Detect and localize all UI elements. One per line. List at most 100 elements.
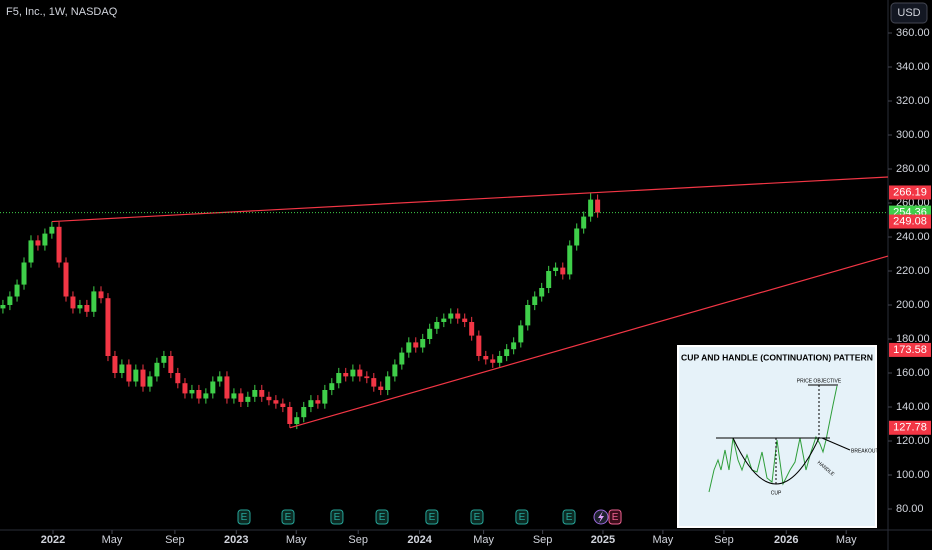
candle-body bbox=[49, 226, 55, 234]
inset-breakout: BREAKOUT bbox=[851, 448, 879, 454]
candle-body bbox=[343, 373, 349, 377]
candle-body bbox=[364, 376, 370, 379]
earnings-marker bbox=[515, 509, 529, 525]
candle-body bbox=[98, 291, 104, 299]
earnings-label: E bbox=[429, 512, 436, 523]
candle-body bbox=[77, 305, 83, 309]
candle-body bbox=[273, 400, 279, 404]
candle-body bbox=[280, 403, 286, 408]
candle-body bbox=[413, 342, 419, 348]
trend-line bbox=[51, 176, 889, 223]
candle-body bbox=[308, 400, 314, 408]
candle-body bbox=[462, 318, 468, 323]
candle-body bbox=[245, 396, 251, 402]
candle-body bbox=[455, 313, 461, 319]
candle-body bbox=[511, 342, 517, 350]
y-tick-label: 240.00 bbox=[896, 231, 930, 243]
y-tick-label: 280.00 bbox=[896, 163, 930, 175]
candle-body bbox=[252, 390, 258, 397]
candle-body bbox=[315, 400, 321, 404]
candle-body bbox=[42, 233, 48, 246]
earnings-marker bbox=[281, 509, 295, 525]
candle-body bbox=[588, 199, 594, 217]
candle-body bbox=[434, 322, 440, 329]
currency-button[interactable] bbox=[890, 2, 928, 24]
x-tick-label: May bbox=[286, 534, 307, 546]
candle-body bbox=[385, 376, 391, 391]
earnings-marker bbox=[470, 509, 484, 525]
x-tick-label: May bbox=[102, 534, 123, 546]
trend-line bbox=[289, 255, 889, 429]
candle-body bbox=[560, 267, 566, 275]
plot-area bbox=[0, 176, 889, 430]
candle-body bbox=[532, 296, 538, 306]
candle-body bbox=[287, 407, 293, 425]
candle-body bbox=[301, 407, 307, 418]
candle-body bbox=[497, 356, 503, 363]
candle-body bbox=[525, 305, 531, 326]
candle-body bbox=[175, 373, 181, 384]
candle-body bbox=[441, 318, 447, 323]
candle-body bbox=[357, 369, 363, 377]
price-label-box bbox=[889, 420, 931, 435]
y-tick-label: 80.00 bbox=[896, 503, 924, 515]
y-tick-label: 100.00 bbox=[896, 469, 930, 481]
candle-body bbox=[350, 369, 356, 377]
inset-image: CUP AND HANDLE (CONTINUATION) PATTERN PR… bbox=[677, 345, 879, 528]
candle-body bbox=[231, 393, 237, 399]
candle-body bbox=[294, 417, 300, 425]
candle-body bbox=[399, 352, 405, 365]
candle-body bbox=[35, 240, 41, 246]
candle-body bbox=[539, 288, 545, 297]
y-tick-label: 340.00 bbox=[896, 61, 930, 73]
candle-body bbox=[91, 291, 97, 312]
candle-body bbox=[210, 381, 216, 394]
candle-body bbox=[0, 305, 6, 309]
earnings-label: E bbox=[334, 512, 341, 523]
earnings-label: E bbox=[474, 512, 481, 523]
y-tick-label: 320.00 bbox=[896, 95, 930, 107]
candle-body bbox=[490, 359, 496, 363]
x-tick-label: Sep bbox=[714, 534, 734, 546]
candle-body bbox=[224, 376, 230, 399]
candle-body bbox=[518, 325, 524, 343]
candle-body bbox=[119, 364, 125, 374]
candle-body bbox=[546, 271, 552, 289]
earnings-label: E bbox=[519, 512, 526, 523]
candle-body bbox=[182, 383, 188, 394]
candle-body bbox=[567, 245, 573, 275]
candle-body bbox=[105, 298, 111, 357]
candle-body bbox=[28, 240, 34, 263]
inset-cup: CUP bbox=[771, 490, 782, 496]
y-tick-label: 220.00 bbox=[896, 265, 930, 277]
earnings-label: E bbox=[612, 512, 619, 523]
candle-body bbox=[14, 284, 20, 297]
y-tick-label: 200.00 bbox=[896, 299, 930, 311]
inset-breakout-arrow bbox=[821, 437, 851, 451]
candle-body bbox=[203, 393, 209, 399]
candle-body bbox=[126, 364, 132, 382]
earnings-label: E bbox=[566, 512, 573, 523]
x-tick-label: Sep bbox=[533, 534, 553, 546]
candle-body bbox=[420, 339, 426, 348]
x-tick-label: May bbox=[836, 534, 857, 546]
candle-body bbox=[217, 376, 223, 382]
x-tick-label: 2022 bbox=[41, 534, 65, 546]
candle-body bbox=[168, 356, 174, 374]
candle-body bbox=[259, 390, 265, 397]
earnings-marker bbox=[562, 509, 576, 525]
candle-body bbox=[406, 342, 412, 353]
price-label: 173.58 bbox=[893, 344, 927, 356]
candle-body bbox=[70, 296, 76, 309]
earnings-label: E bbox=[379, 512, 386, 523]
x-tick-label: May bbox=[652, 534, 673, 546]
price-label-box bbox=[889, 185, 931, 200]
y-tick-label: 120.00 bbox=[896, 435, 930, 447]
x-tick-label: 2024 bbox=[407, 534, 432, 546]
candle-body bbox=[112, 356, 118, 374]
candle-body bbox=[238, 393, 244, 402]
x-tick-label: 2023 bbox=[224, 534, 248, 546]
earnings-marker bbox=[425, 509, 439, 525]
